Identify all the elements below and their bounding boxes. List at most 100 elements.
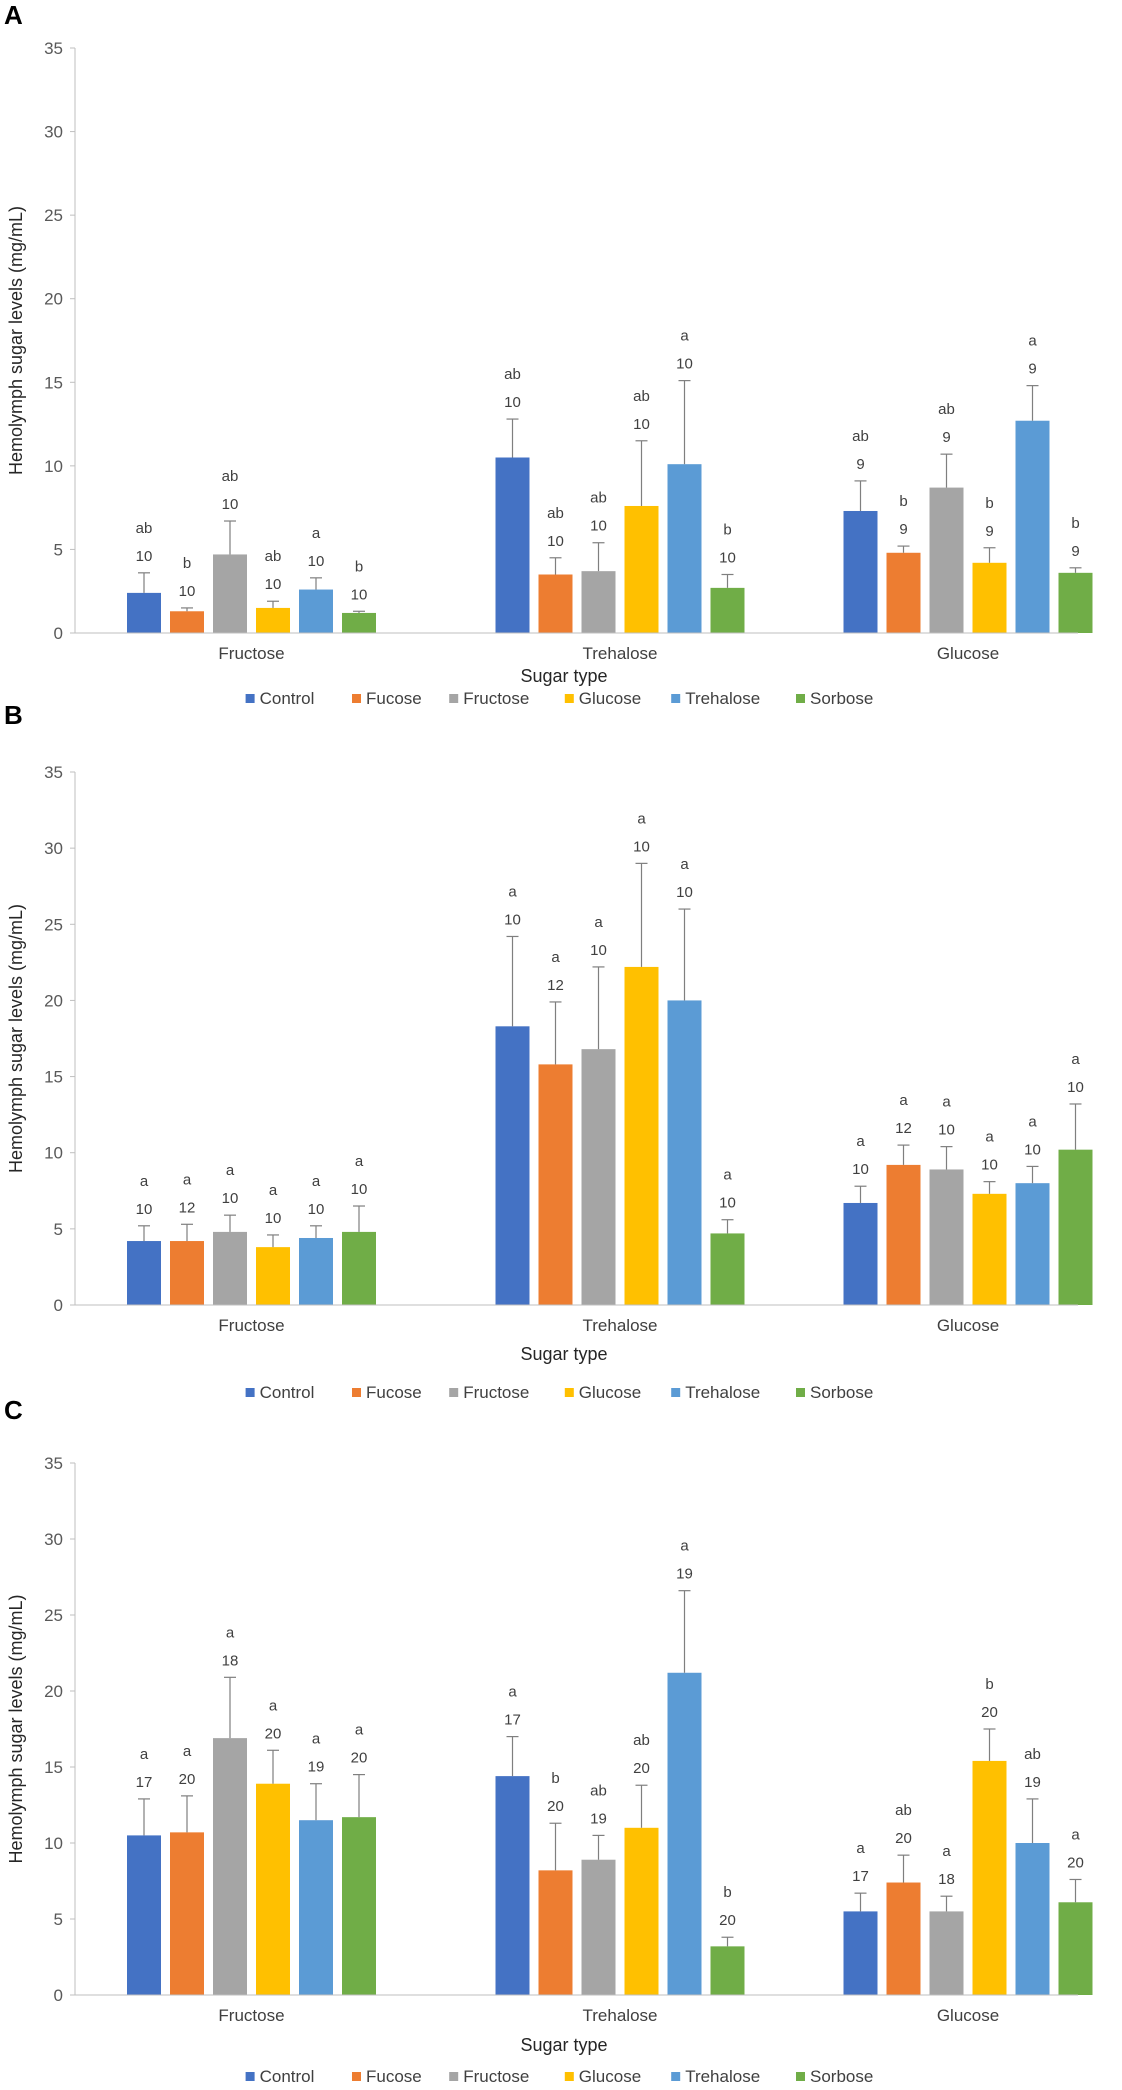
bar [170, 1832, 204, 1995]
y-tick-label: 0 [54, 1296, 63, 1315]
bar [1058, 572, 1093, 633]
significance-letter: a [140, 1746, 149, 1763]
significance-letter: ab [590, 490, 607, 507]
bar [538, 1064, 573, 1305]
bar [256, 1247, 290, 1305]
bar [1058, 1902, 1093, 1995]
y-tick-label: 15 [44, 1068, 63, 1087]
y-tick-label: 25 [44, 206, 63, 225]
chart-a: 0510152025303510ab10ab9ab10b10ab9b10ab10… [6, 39, 1093, 708]
x-category-label: Fructose [218, 644, 284, 663]
bar [843, 1202, 878, 1305]
legend-label: Fructose [463, 2067, 529, 2086]
bar [342, 1817, 376, 1995]
legend-swatch [671, 2072, 681, 2081]
bar [929, 487, 964, 633]
sample-size-label: 20 [1067, 1854, 1084, 1871]
y-tick-label: 30 [44, 839, 63, 858]
sample-size-label: 9 [1028, 361, 1036, 378]
y-tick-label: 15 [44, 373, 63, 392]
bar [342, 612, 376, 633]
legend-swatch [564, 694, 574, 703]
bar [667, 464, 702, 633]
legend-label: Trehalose [685, 1383, 760, 1402]
significance-letter: ab [504, 366, 521, 383]
bar [1015, 1843, 1050, 1995]
y-tick-label: 25 [44, 1606, 63, 1625]
legend-swatch [564, 1388, 574, 1397]
bar [1015, 1183, 1050, 1305]
sample-size-label: 10 [136, 1201, 153, 1218]
bar [1058, 1149, 1093, 1305]
sample-size-label: 10 [1067, 1079, 1084, 1096]
sample-size-label: 10 [938, 1122, 955, 1139]
bar [170, 611, 204, 633]
sample-size-label: 20 [895, 1830, 912, 1847]
bar [213, 1738, 247, 1995]
legend-swatch [449, 1388, 459, 1397]
significance-letter: a [680, 1538, 689, 1555]
legend-label: Fucose [366, 689, 422, 708]
significance-letter: a [508, 883, 517, 900]
sample-size-label: 20 [719, 1912, 736, 1929]
sample-size-label: 20 [547, 1798, 564, 1815]
panel-c: C 0 5 10 15 20 25 30 35 17 a 17 a 17 a 20 a 20 b 20 ab 18 a 19… [0, 1395, 1122, 2090]
sample-size-label: 12 [179, 1199, 196, 1216]
significance-letter: ab [895, 1802, 912, 1819]
legend-label: Glucose [579, 2067, 641, 2086]
significance-letter: a [637, 810, 646, 827]
bar [495, 1776, 530, 1995]
significance-letter: a [723, 1167, 732, 1184]
sample-size-label: 10 [590, 518, 607, 535]
x-category-label: Glucose [937, 1316, 999, 1335]
legend-swatch [352, 1388, 361, 1397]
legend-swatch [352, 2072, 361, 2081]
significance-letter: b [183, 555, 191, 572]
significance-letter: ab [222, 468, 239, 485]
legend-swatch [564, 2072, 574, 2081]
y-tick-label: 30 [44, 123, 63, 142]
sample-size-label: 17 [504, 1712, 521, 1729]
sample-size-label: 20 [633, 1760, 650, 1777]
sample-size-label: 18 [222, 1652, 239, 1669]
y-tick-label: 15 [44, 1758, 63, 1777]
panel-a: A 0 5 10 15 20 25 30 35 10 ab 10 ab 9 ab 10 b 10 ab 9 b 10 ab… [0, 0, 1122, 708]
sample-size-label: 20 [981, 1704, 998, 1721]
sample-size-label: 9 [985, 523, 993, 540]
x-category-label: Glucose [937, 2006, 999, 2025]
sample-size-label: 19 [676, 1566, 693, 1583]
significance-letter: a [355, 1153, 364, 1170]
legend-swatch [245, 694, 255, 703]
sample-size-label: 9 [856, 456, 864, 473]
bar [843, 1911, 878, 1995]
x-category-label: Trehalose [583, 2006, 658, 2025]
sample-size-label: 10 [504, 394, 521, 411]
sample-size-label: 10 [265, 576, 282, 593]
sample-size-label: 10 [719, 550, 736, 567]
sample-size-label: 20 [351, 1750, 368, 1767]
legend-label: Sorbose [810, 1383, 873, 1402]
significance-letter: a [140, 1173, 149, 1190]
bar [256, 1783, 290, 1995]
bar [127, 1241, 161, 1305]
legend-label: Sorbose [810, 689, 873, 708]
sample-size-label: 12 [547, 977, 564, 994]
sample-size-label: 10 [981, 1157, 998, 1174]
significance-letter: a [355, 1722, 364, 1739]
sample-size-label: 10 [1024, 1141, 1041, 1158]
significance-letter: a [1071, 1051, 1080, 1068]
legend-label: Fructose [463, 689, 529, 708]
x-axis-title: Sugar type [520, 1344, 607, 1364]
y-axis-title: Hemolymph sugar levels (mg/mL) [6, 1594, 26, 1863]
sample-size-label: 10 [179, 583, 196, 600]
legend-label: Control [260, 2067, 315, 2086]
y-axis-title: Hemolymph sugar levels (mg/mL) [6, 904, 26, 1173]
bar [1015, 420, 1050, 633]
significance-letter: a [183, 1171, 192, 1188]
bar [213, 1231, 247, 1305]
bar [843, 510, 878, 633]
y-tick-label: 20 [44, 1682, 63, 1701]
bar [342, 1231, 376, 1305]
y-tick-label: 35 [44, 1454, 63, 1473]
bar [972, 1760, 1007, 1995]
